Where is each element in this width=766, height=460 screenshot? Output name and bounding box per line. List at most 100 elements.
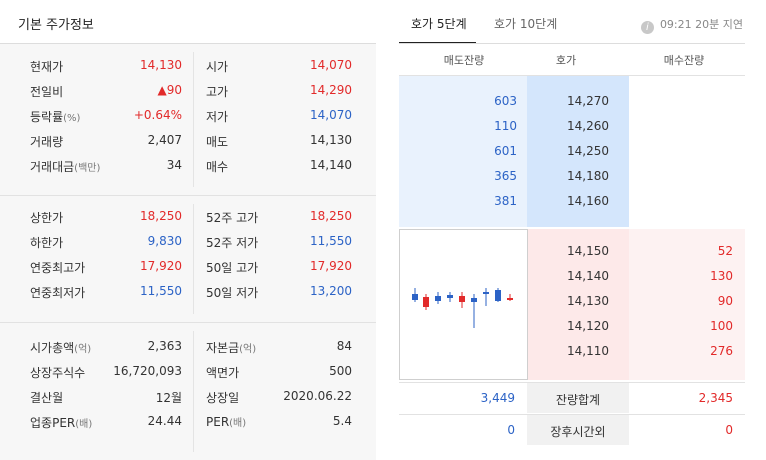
row-label: 업종PER(배) xyxy=(30,414,92,431)
company-section: 시가총액(억) 2,363 자본금(억) 84 상장주식수 16,720,093 액면가 50… xyxy=(0,322,376,460)
candle-body xyxy=(435,296,441,301)
row-value: 34 xyxy=(166,158,182,172)
order-book-panel: 호가 5단계 호가 10단계 i 09:21 20분 지연 매도잔량 호가 매수잔… xyxy=(399,0,745,460)
row-value: 12월 xyxy=(155,391,182,405)
ask-qty[interactable]: 601 xyxy=(494,144,517,158)
row-value: 14,130 xyxy=(140,58,182,72)
info-icon[interactable]: i xyxy=(640,21,654,34)
row-value-2: 13,200 xyxy=(310,284,352,298)
candle-body xyxy=(495,290,501,301)
total-buy-qty: 2,345 xyxy=(698,391,733,405)
basic-stock-info-panel: 기본 주가정보 현재가 14,130 시가 14,070 전일비 ▲90 고가 14,290 등… xyxy=(0,0,376,460)
row-label-2-text: 52주 고가 xyxy=(206,211,259,225)
total-label: 잔량합계 xyxy=(555,393,601,407)
ask-price[interactable]: 14,270 xyxy=(567,94,609,108)
row-label: 연중최저가 xyxy=(30,284,85,301)
after-hours-buy-qty: 0 xyxy=(725,423,733,437)
range-section: 상한가 18,250 52주 고가 18,250 하한가 9,830 52주 저가 11,55… xyxy=(0,195,376,322)
row-value-2: 17,920 xyxy=(310,259,352,273)
total-row: 3,449 잔량합계 2,345 xyxy=(399,382,745,413)
row-label: 현재가 xyxy=(30,58,63,75)
row-value: 2,363 xyxy=(147,339,182,353)
column-divider xyxy=(193,331,194,452)
row-value-2: 14,130 xyxy=(310,133,352,147)
column-divider xyxy=(193,52,194,187)
tab-5-levels[interactable]: 호가 5단계 xyxy=(411,17,467,31)
row-value-2: 18,250 xyxy=(310,209,352,223)
bid-price-area xyxy=(527,229,629,380)
total-label-cell xyxy=(527,383,629,413)
row-label-text: 전일비 xyxy=(30,85,64,99)
info-row: 등락률(%) +0.64% 저가 14,070 xyxy=(0,104,376,129)
total-sell-qty: 3,449 xyxy=(480,391,515,405)
ask-price[interactable]: 14,260 xyxy=(567,119,609,133)
row-label-2-unit: (배) xyxy=(229,418,247,429)
row-label-2-text: 저가 xyxy=(206,110,229,124)
row-label: 연중최고가 xyxy=(30,259,85,276)
tabs-divider xyxy=(399,43,745,44)
header-sell-qty: 매도잔량 xyxy=(443,54,485,67)
ask-qty[interactable]: 110 xyxy=(494,119,517,133)
row-value-2: 84 xyxy=(336,339,352,353)
row-label-2: 액면가 xyxy=(206,364,239,381)
row-label: 전일비 xyxy=(30,83,63,100)
header-buy-qty: 매수잔량 xyxy=(663,54,705,67)
row-value: +0.64% xyxy=(133,108,182,122)
row-value-2: 11,550 xyxy=(310,234,352,248)
title-divider xyxy=(0,43,376,44)
row-label: 시가총액(억) xyxy=(30,339,91,356)
bid-price[interactable]: 14,130 xyxy=(567,294,609,308)
row-label: 상장주식수 xyxy=(30,364,85,381)
bid-price[interactable]: 14,150 xyxy=(567,244,609,258)
candle-body xyxy=(447,295,453,298)
candle-body xyxy=(459,296,465,302)
bid-price[interactable]: 14,120 xyxy=(567,319,609,333)
bid-qty[interactable]: 130 xyxy=(710,269,733,283)
header-price: 호가 xyxy=(555,54,577,67)
info-row: 업종PER(배) 24.44 PER(배) 5.4 xyxy=(0,410,376,435)
bid-qty[interactable]: 100 xyxy=(710,319,733,333)
row-label-text: 현재가 xyxy=(30,60,64,74)
info-row: 결산월 12월 상장일 2020.06.22 xyxy=(0,385,376,410)
info-row: 현재가 14,130 시가 14,070 xyxy=(0,54,376,79)
row-label-2: 50일 저가 xyxy=(206,284,258,301)
row-label-text: 거래량 xyxy=(30,135,64,149)
order-book-tabs: 호가 5단계 호가 10단계 i 09:21 20분 지연 xyxy=(399,0,745,44)
info-row: 상장주식수 16,720,093 액면가 500 xyxy=(0,360,376,385)
bid-price[interactable]: 14,140 xyxy=(567,269,609,283)
price-section: 현재가 14,130 시가 14,070 전일비 ▲90 고가 14,290 등락률(%) +0.… xyxy=(0,44,376,195)
row-label-2: 상장일 xyxy=(206,389,239,406)
ask-qty[interactable]: 603 xyxy=(494,94,517,108)
row-value-2: 5.4 xyxy=(332,414,352,428)
row-value: 9,830 xyxy=(147,234,182,248)
row-label-2-text: 액면가 xyxy=(206,366,240,380)
ask-price-area xyxy=(527,76,629,227)
row-label: 상한가 xyxy=(30,209,63,226)
ask-price[interactable]: 14,180 xyxy=(567,169,609,183)
bid-price[interactable]: 14,110 xyxy=(567,344,609,358)
tab-10-levels[interactable]: 호가 10단계 xyxy=(494,17,558,31)
bid-qty[interactable]: 276 xyxy=(710,344,733,358)
row-label-2-text: 고가 xyxy=(206,85,229,99)
row-label-2-text: 매수 xyxy=(206,160,229,174)
row-label-2: 자본금(억) xyxy=(206,339,256,356)
ask-qty[interactable]: 365 xyxy=(494,169,517,183)
ask-price[interactable]: 14,160 xyxy=(567,194,609,208)
row-value: ▲90 xyxy=(157,83,183,97)
candle-body xyxy=(471,298,477,302)
row-label-2-text: 매도 xyxy=(206,135,229,149)
after-hours-label: 장후시간외 xyxy=(550,425,606,439)
row-value: 16,720,093 xyxy=(113,364,182,378)
ask-qty[interactable]: 381 xyxy=(494,194,517,208)
row-label-text: 결산월 xyxy=(30,391,64,405)
bid-qty-area xyxy=(629,229,745,380)
row-label-2: 시가 xyxy=(206,58,228,75)
ask-price[interactable]: 14,250 xyxy=(567,144,609,158)
info-row: 하한가 9,830 52주 저가 11,550 xyxy=(0,230,376,255)
row-label: 거래대금(백만) xyxy=(30,158,100,175)
delay-notice: i 09:21 20분 지연 xyxy=(640,16,743,34)
bid-qty[interactable]: 90 xyxy=(717,294,733,308)
row-label-unit: (백만) xyxy=(74,163,101,174)
candle-body xyxy=(507,298,513,300)
bid-qty[interactable]: 52 xyxy=(717,244,733,258)
